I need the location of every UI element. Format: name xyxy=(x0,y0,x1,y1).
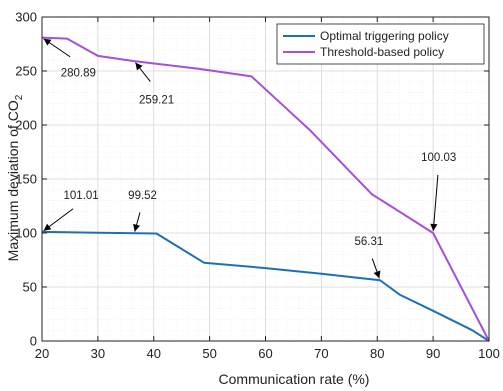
legend-label-2: Threshold-based policy xyxy=(320,45,444,59)
y-tick-label: 100 xyxy=(15,226,37,241)
annotation-label: 100.03 xyxy=(421,152,456,164)
x-tick-label: 90 xyxy=(426,346,440,361)
y-tick-label: 0 xyxy=(30,334,37,349)
annotation-arrow xyxy=(432,174,439,232)
series-line-1 xyxy=(41,230,490,342)
y-tick-label: 150 xyxy=(15,172,37,187)
x-tick-label: 20 xyxy=(35,346,49,361)
x-tick-label: 60 xyxy=(258,346,272,361)
x-axis-label: Communication rate (%) xyxy=(219,371,370,387)
annotation-label: 280.89 xyxy=(61,67,96,79)
annotation-arrowhead xyxy=(135,62,143,71)
y-axis-label-subscript: 2 xyxy=(14,94,25,100)
y-axis-label: Maximum deviation of CO2 xyxy=(5,94,25,261)
annotation-arrowhead xyxy=(43,38,52,46)
annotation-label: 56.31 xyxy=(354,236,383,248)
x-tick-label: 50 xyxy=(202,346,216,361)
annotation-label: 259.21 xyxy=(139,94,174,106)
y-axis-label-main: Maximum deviation of CO xyxy=(5,100,21,261)
x-tick-label: 30 xyxy=(91,346,105,361)
x-tick-label: 70 xyxy=(314,346,328,361)
series-lines xyxy=(41,36,490,342)
annotation-arrowhead xyxy=(430,223,438,231)
y-tick-label: 250 xyxy=(15,64,37,79)
x-tick-label: 80 xyxy=(370,346,384,361)
annotation-arrowhead xyxy=(43,223,52,231)
annotation-arrowhead xyxy=(373,270,381,279)
annotation-arrowhead xyxy=(133,223,141,232)
x-tick-label: 100 xyxy=(478,346,500,361)
y-tick-label: 50 xyxy=(23,280,37,295)
axis-ticks: 20 30 40 50 60 70 80 90 100 0 50 100 150 200 250 300 xyxy=(15,10,500,362)
annotation-label: 101.01 xyxy=(64,190,99,202)
series-line-2 xyxy=(41,36,490,342)
x-tick-label: 40 xyxy=(147,346,161,361)
y-tick-label: 300 xyxy=(15,10,37,25)
legend-box xyxy=(276,23,485,65)
annotation-label: 99.52 xyxy=(128,190,157,202)
annotations: 280.89 259.21 101.01 99.52 56.31 100.03 xyxy=(43,38,456,279)
legend-label-1: Optimal triggering policy xyxy=(320,29,449,43)
legend: Optimal triggering policy Threshold-based… xyxy=(276,23,485,65)
y-tick-label: 200 xyxy=(15,118,37,133)
